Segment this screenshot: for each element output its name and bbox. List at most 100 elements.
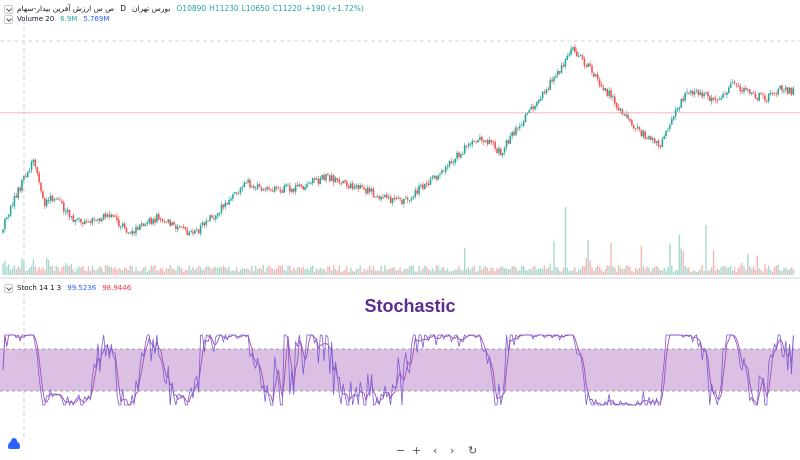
volume-bar xyxy=(471,267,473,275)
candle xyxy=(686,91,688,93)
volume-bar xyxy=(103,271,105,275)
candle xyxy=(216,213,219,216)
volume-bar xyxy=(781,270,783,275)
volume-bar xyxy=(207,265,209,275)
candle xyxy=(294,185,297,192)
candle xyxy=(125,228,128,233)
stoch-label[interactable]: Stoch 14 1 3 xyxy=(17,284,62,292)
volume-bar xyxy=(764,263,766,275)
volume-label[interactable]: Volume 20 xyxy=(17,15,55,23)
volume-bar xyxy=(272,268,274,275)
candle xyxy=(450,161,453,164)
candle xyxy=(108,214,111,217)
volume-bar xyxy=(530,269,532,275)
candle xyxy=(25,175,27,178)
volume-bar xyxy=(304,269,306,275)
volume-bar xyxy=(424,265,426,275)
zoom-out-button[interactable]: − xyxy=(396,444,406,457)
candle xyxy=(785,87,787,91)
candle xyxy=(154,218,156,223)
collapse-chevron-icon[interactable] xyxy=(4,4,13,14)
candle xyxy=(779,85,781,89)
volume-bar xyxy=(382,271,384,275)
volume-bar xyxy=(353,271,356,275)
volume-bar xyxy=(264,271,266,275)
candle xyxy=(213,218,215,220)
collapse-chevron-icon[interactable] xyxy=(4,283,13,293)
candle xyxy=(253,186,255,189)
candle xyxy=(87,221,90,223)
candle xyxy=(551,79,553,82)
candle xyxy=(781,85,783,91)
volume-bar xyxy=(427,269,430,275)
candle xyxy=(272,190,274,192)
candle xyxy=(591,66,593,73)
candle xyxy=(289,185,291,192)
candle xyxy=(247,179,249,183)
candle xyxy=(205,220,208,225)
candle xyxy=(9,206,12,216)
volume-bar xyxy=(515,267,517,275)
volume-bar xyxy=(724,265,726,275)
volume-bar xyxy=(287,265,289,275)
candle xyxy=(245,183,247,185)
volume-bar xyxy=(678,235,681,275)
candle xyxy=(433,175,436,178)
volume-bar xyxy=(654,266,656,275)
cloud-logo-icon[interactable] xyxy=(8,438,20,449)
candle xyxy=(460,154,462,158)
volume-bar xyxy=(777,264,779,275)
volume-bar xyxy=(327,266,329,275)
volume-bar xyxy=(342,271,344,275)
collapse-chevron-icon[interactable] xyxy=(4,14,13,24)
candle xyxy=(363,187,365,190)
scroll-left-button[interactable]: ‹ xyxy=(433,444,438,457)
scroll-right-button[interactable]: › xyxy=(450,444,455,457)
volume-bar xyxy=(464,248,466,275)
volume-bar xyxy=(247,268,249,275)
volume-bar xyxy=(716,268,719,275)
candle xyxy=(646,138,648,140)
volume-bar xyxy=(756,255,758,275)
volume-bar xyxy=(348,271,350,275)
candle xyxy=(501,152,504,155)
volume-bar xyxy=(570,270,572,275)
candle xyxy=(85,221,88,223)
volume-bar xyxy=(27,270,29,275)
candle xyxy=(602,87,605,90)
candle xyxy=(89,221,92,223)
symbol-name[interactable]: ص س ارزش آفرین بیدار-سهام xyxy=(17,4,115,13)
candle xyxy=(144,224,147,226)
candle xyxy=(384,195,386,198)
candle xyxy=(306,184,308,188)
candle xyxy=(410,198,413,201)
volume-bar xyxy=(291,270,293,275)
volume-bar xyxy=(355,269,358,275)
candle xyxy=(232,194,234,199)
volume-bar xyxy=(9,270,12,275)
volume-bar xyxy=(422,268,424,275)
volume-bar xyxy=(213,266,215,275)
candle xyxy=(152,219,154,224)
candle xyxy=(680,98,683,108)
volume-bar xyxy=(49,266,52,275)
volume-bar xyxy=(747,253,749,275)
candle xyxy=(593,73,595,77)
volume-bar xyxy=(194,269,196,275)
volume-bar xyxy=(612,266,614,275)
candle xyxy=(273,186,276,192)
volume-bar xyxy=(783,268,785,275)
reset-chart-button[interactable]: ↻ xyxy=(468,444,478,457)
candle xyxy=(532,106,534,109)
candle xyxy=(262,189,265,191)
timeframe[interactable]: D xyxy=(120,4,126,13)
volume-bar xyxy=(743,266,745,275)
volume-bar xyxy=(350,267,352,275)
zoom-in-button[interactable]: + xyxy=(412,444,422,457)
candle xyxy=(606,88,608,96)
candle xyxy=(93,218,95,220)
candle xyxy=(251,186,253,188)
candle xyxy=(36,167,38,174)
candle xyxy=(64,211,67,213)
